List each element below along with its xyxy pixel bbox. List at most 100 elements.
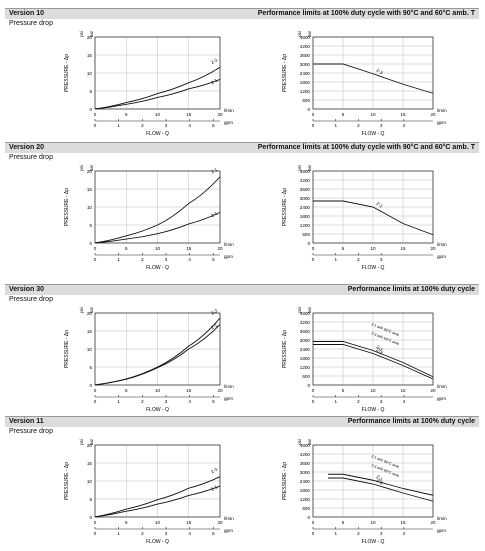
curve-label: 2-3 <box>375 67 384 75</box>
curve-label: 2-1 <box>210 77 219 85</box>
x-tick-label-gpm: 5 <box>212 399 215 404</box>
unit-label-bar: bar <box>307 306 312 313</box>
x-unit-lpm: l/min <box>224 516 234 521</box>
pressure-drop-label: Pressure drop <box>9 154 53 161</box>
y-tick-label: 4800 <box>300 169 311 174</box>
x-unit-lpm: l/min <box>437 384 447 389</box>
x-tick-label-gpm: 3 <box>380 123 383 128</box>
x-tick-label-lpm: 20 <box>430 520 436 525</box>
x-tick-label-lpm: 15 <box>400 246 406 251</box>
x-tick-label-lpm: 15 <box>400 520 406 525</box>
y-tick-label: 3600 <box>300 53 311 58</box>
x-tick-label-lpm: 0 <box>312 112 315 117</box>
x-tick-label-gpm: 3 <box>380 257 383 262</box>
y-tick-label: 0 <box>89 241 92 246</box>
curve-label: 2-1 <box>375 201 384 209</box>
x-axis-label: FLOW - Q <box>362 407 385 413</box>
x-tick-label-lpm: 10 <box>155 112 161 117</box>
y-tick-label: 3000 <box>300 470 311 475</box>
curve-label: 2-3 <box>210 467 219 475</box>
x-tick-label-gpm: 2 <box>141 257 144 262</box>
y-tick-label: 5 <box>89 497 92 502</box>
y-tick-label: 1200 <box>300 497 311 502</box>
x-tick-label-gpm: 0 <box>312 123 315 128</box>
x-tick-label-lpm: 5 <box>125 388 128 393</box>
version-title: Version 11 <box>9 418 44 425</box>
x-tick-label-gpm: 0 <box>94 123 97 128</box>
x-unit-gpm: gpm <box>224 120 233 125</box>
y-axis-label: PRESSURE - Δp <box>64 330 70 368</box>
x-tick-label-lpm: 15 <box>186 112 192 117</box>
x-tick-label-gpm: 4 <box>403 399 406 404</box>
curve-2-3-line <box>328 477 434 502</box>
x-tick-label-lpm: 15 <box>400 388 406 393</box>
x-tick-label-lpm: 20 <box>217 112 223 117</box>
curve-2-3-line <box>94 66 221 110</box>
curve-2-1-line <box>328 473 434 496</box>
x-tick-label-gpm: 4 <box>188 123 191 128</box>
plot-frame <box>312 170 434 244</box>
x-tick-label-gpm: 3 <box>380 531 383 536</box>
curve-label: 2-3 <box>375 347 384 355</box>
y-tick-label: 1200 <box>300 89 311 94</box>
y-tick-label: 4800 <box>300 311 311 316</box>
version-title: Version 30 <box>9 286 45 293</box>
plot-frame <box>94 36 221 110</box>
x-unit-lpm: l/min <box>437 516 447 521</box>
x-tick-label-lpm: 10 <box>370 246 376 251</box>
unit-label-psi: psi <box>297 31 302 37</box>
y-tick-label: 600 <box>302 232 310 237</box>
x-tick-label-gpm: 0 <box>312 531 315 536</box>
x-tick-label-gpm: 0 <box>312 399 315 404</box>
x-unit-lpm: l/min <box>224 384 234 389</box>
y-tick-label: 0 <box>307 515 310 520</box>
x-tick-label-gpm: 2 <box>141 399 144 404</box>
x-axis-label: FLOW - Q <box>146 265 169 271</box>
x-tick-label-lpm: 20 <box>217 246 223 251</box>
x-tick-label-lpm: 20 <box>217 388 223 393</box>
x-tick-label-gpm: 1 <box>117 531 120 536</box>
x-tick-label-gpm: 1 <box>334 257 337 262</box>
y-tick-label: 10 <box>87 71 93 76</box>
x-tick-label-lpm: 5 <box>342 388 345 393</box>
y-tick-label: 2400 <box>300 347 311 352</box>
plot-frame <box>312 444 434 518</box>
section-header: Version 20 Performance limits at 100% dut… <box>5 142 479 153</box>
x-tick-label-gpm: 2 <box>357 399 360 404</box>
unit-label-bar: bar <box>307 164 312 171</box>
x-tick-label-gpm: 3 <box>165 531 168 536</box>
version-section: Version 20 Performance limits at 100% dut… <box>0 142 485 276</box>
version-title: Version 20 <box>9 144 45 151</box>
curve-label: 2-1 <box>210 167 219 175</box>
curve-label: 2-1 <box>210 210 219 218</box>
performance-title: Performance limits at 100% duty cycle wi… <box>257 144 475 151</box>
y-axis-label: PRESSURE - Δp <box>64 462 70 500</box>
unit-label-psi: psi <box>297 165 302 171</box>
y-tick-label: 10 <box>87 479 93 484</box>
y-axis-label: PRESSURE - Δp <box>282 330 288 368</box>
y-tick-label: 2400 <box>300 205 311 210</box>
curve-2-1-line <box>94 79 221 110</box>
x-tick-label-lpm: 5 <box>125 112 128 117</box>
x-tick-label-lpm: 10 <box>155 246 161 251</box>
x-tick-label-gpm: 2 <box>357 257 360 262</box>
x-tick-label-gpm: 0 <box>94 531 97 536</box>
unit-label-bar: bar <box>89 164 94 171</box>
x-tick-label-gpm: 4 <box>188 531 191 536</box>
x-tick-label-lpm: 10 <box>370 388 376 393</box>
x-tick-label-gpm: 1 <box>117 123 120 128</box>
curve-label: 2-1 <box>375 474 384 482</box>
x-tick-label-lpm: 5 <box>125 520 128 525</box>
x-tick-label-lpm: 0 <box>312 246 315 251</box>
y-tick-label: 15 <box>87 329 93 334</box>
pressure-drop-label: Pressure drop <box>9 20 53 27</box>
unit-label-psi: psi <box>79 439 84 445</box>
x-tick-label-gpm: 2 <box>141 123 144 128</box>
x-unit-gpm: gpm <box>437 254 446 259</box>
curve-2-1-line <box>313 341 434 378</box>
